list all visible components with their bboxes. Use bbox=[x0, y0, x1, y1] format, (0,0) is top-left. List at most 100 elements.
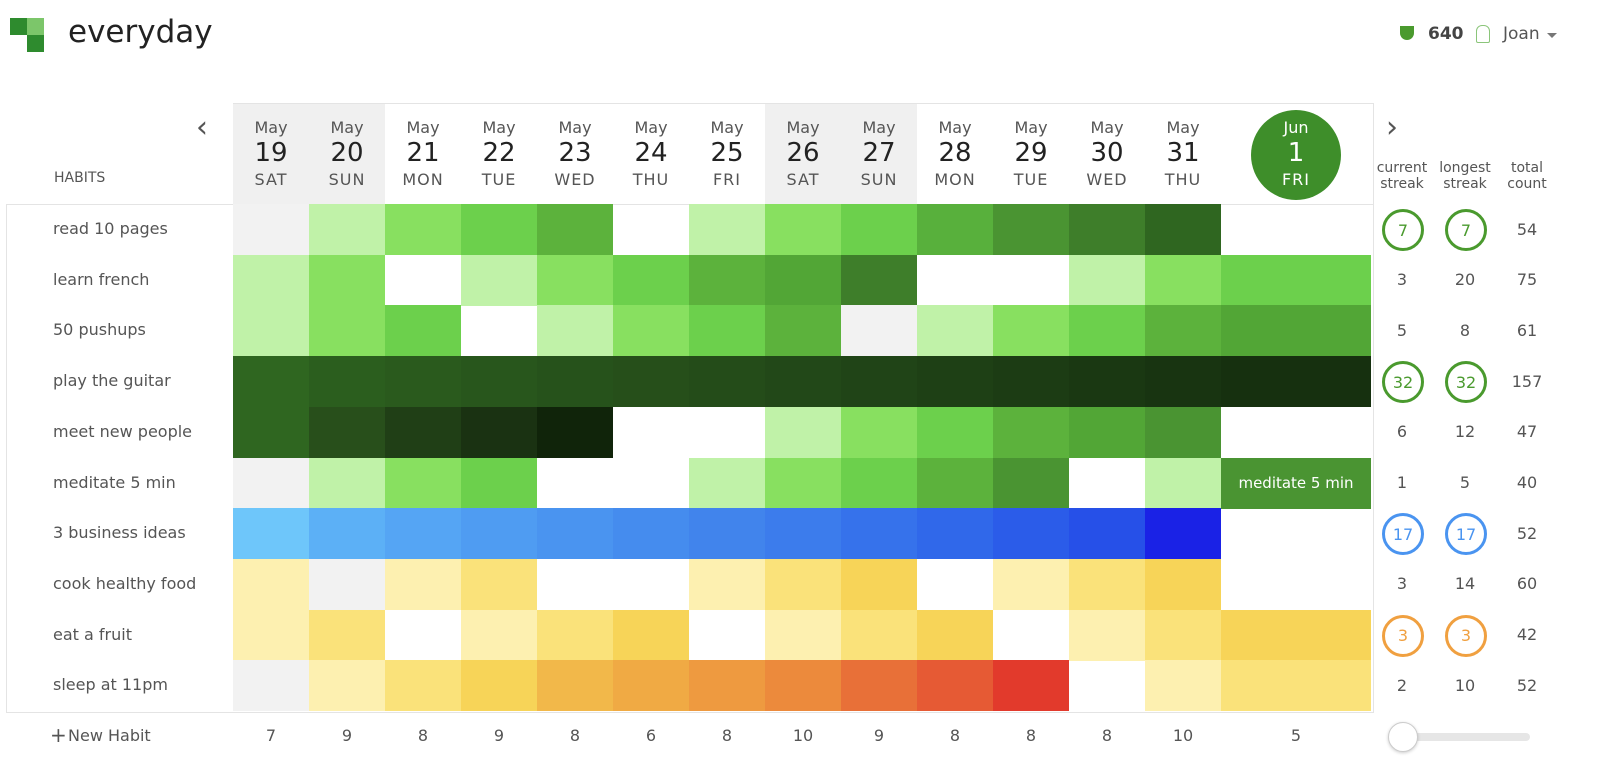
heat-cell[interactable] bbox=[765, 457, 841, 509]
heat-cell[interactable] bbox=[689, 660, 765, 712]
heat-cell[interactable] bbox=[765, 508, 841, 560]
heat-cell[interactable] bbox=[1145, 660, 1221, 712]
heat-cell[interactable] bbox=[765, 558, 841, 611]
habit-name[interactable]: cook healthy food bbox=[53, 573, 197, 593]
heat-cell[interactable] bbox=[537, 406, 613, 458]
heat-cell[interactable] bbox=[765, 609, 841, 661]
heat-cell[interactable] bbox=[841, 305, 917, 357]
heat-cell[interactable] bbox=[309, 406, 385, 458]
heat-cell[interactable] bbox=[233, 508, 309, 560]
habit-name[interactable]: learn french bbox=[53, 269, 150, 289]
heat-cell[interactable] bbox=[461, 204, 537, 256]
heat-cell[interactable] bbox=[765, 254, 841, 306]
heat-cell[interactable] bbox=[993, 558, 1069, 611]
heat-cell[interactable] bbox=[1069, 609, 1145, 661]
habit-name[interactable]: play the guitar bbox=[53, 371, 171, 391]
heat-cell[interactable] bbox=[1145, 558, 1221, 611]
heat-cell[interactable] bbox=[233, 406, 309, 458]
plus-icon[interactable]: + bbox=[50, 723, 67, 747]
heat-cell[interactable] bbox=[613, 508, 689, 560]
heat-cell[interactable] bbox=[613, 305, 689, 357]
heat-cell[interactable] bbox=[689, 305, 765, 357]
heat-cell[interactable] bbox=[461, 457, 537, 509]
new-habit[interactable]: New Habit bbox=[68, 726, 151, 745]
next-arrow[interactable]: › bbox=[1386, 110, 1398, 145]
heat-cell[interactable] bbox=[1145, 508, 1221, 560]
heat-cell[interactable] bbox=[689, 558, 765, 611]
heat-cell[interactable] bbox=[613, 660, 689, 712]
heat-cell[interactable] bbox=[1221, 660, 1371, 712]
heat-cell[interactable] bbox=[309, 254, 385, 306]
heat-cell[interactable] bbox=[385, 660, 461, 712]
heat-cell[interactable] bbox=[613, 356, 689, 408]
heat-cell[interactable] bbox=[1221, 254, 1371, 306]
heat-cell[interactable] bbox=[841, 204, 917, 256]
habit-name[interactable]: eat a fruit bbox=[53, 624, 132, 644]
heat-cell[interactable] bbox=[461, 558, 537, 611]
heat-cell[interactable] bbox=[537, 609, 613, 661]
habit-name[interactable]: meet new people bbox=[53, 421, 193, 441]
habit-name[interactable]: meditate 5 min bbox=[53, 472, 176, 492]
heat-cell[interactable] bbox=[1145, 254, 1221, 306]
heat-cell[interactable] bbox=[309, 356, 385, 408]
heat-cell[interactable] bbox=[841, 254, 917, 306]
heat-cell[interactable] bbox=[917, 609, 993, 661]
heat-cell[interactable] bbox=[689, 508, 765, 560]
heat-cell[interactable] bbox=[537, 660, 613, 712]
heat-cell[interactable] bbox=[461, 609, 537, 661]
heat-cell[interactable] bbox=[537, 254, 613, 306]
heat-cell[interactable] bbox=[917, 305, 993, 357]
heat-cell[interactable] bbox=[385, 457, 461, 509]
dropdown-arrow[interactable] bbox=[1547, 33, 1557, 43]
heat-cell[interactable] bbox=[461, 254, 537, 306]
heat-cell[interactable] bbox=[765, 356, 841, 408]
heat-cell[interactable] bbox=[461, 660, 537, 712]
heat-cell[interactable] bbox=[1145, 457, 1221, 509]
heat-cell[interactable] bbox=[537, 204, 613, 256]
heat-cell[interactable] bbox=[233, 457, 309, 509]
heat-cell[interactable] bbox=[841, 660, 917, 712]
heat-cell[interactable] bbox=[537, 356, 613, 408]
heat-cell[interactable] bbox=[233, 356, 309, 408]
heat-cell[interactable] bbox=[765, 204, 841, 256]
heat-cell[interactable] bbox=[841, 508, 917, 560]
heat-cell[interactable] bbox=[1221, 609, 1371, 661]
heat-cell[interactable] bbox=[689, 254, 765, 306]
slider-track[interactable] bbox=[1400, 733, 1530, 741]
heat-cell[interactable] bbox=[1069, 558, 1145, 611]
brand[interactable]: everyday bbox=[68, 14, 213, 50]
heat-cell[interactable] bbox=[993, 508, 1069, 560]
heat-cell[interactable] bbox=[1069, 305, 1145, 357]
heat-cell[interactable] bbox=[689, 204, 765, 256]
heat-cell[interactable] bbox=[385, 305, 461, 357]
heat-cell[interactable] bbox=[1221, 457, 1371, 509]
heat-cell[interactable] bbox=[917, 356, 993, 408]
heat-cell[interactable] bbox=[385, 508, 461, 560]
heat-cell[interactable] bbox=[233, 660, 309, 712]
slider-knob[interactable] bbox=[1388, 722, 1418, 752]
heat-cell[interactable] bbox=[309, 558, 385, 611]
heat-cell[interactable] bbox=[233, 558, 309, 611]
heat-cell[interactable] bbox=[309, 457, 385, 509]
heat-cell[interactable] bbox=[233, 204, 309, 256]
heat-cell[interactable] bbox=[537, 508, 613, 560]
heat-cell[interactable] bbox=[993, 204, 1069, 256]
heat-cell[interactable] bbox=[917, 660, 993, 712]
heat-cell[interactable] bbox=[1145, 204, 1221, 256]
heat-cell[interactable] bbox=[841, 558, 917, 611]
heat-cell[interactable] bbox=[613, 609, 689, 661]
habit-name[interactable]: sleep at 11pm bbox=[53, 675, 168, 695]
heat-cell[interactable] bbox=[993, 660, 1069, 712]
heat-cell[interactable] bbox=[841, 406, 917, 458]
heat-cell[interactable] bbox=[993, 356, 1069, 408]
heat-cell[interactable] bbox=[1145, 356, 1221, 408]
habit-name[interactable]: 50 pushups bbox=[53, 320, 146, 340]
heat-cell[interactable] bbox=[1069, 356, 1145, 408]
heat-cell[interactable] bbox=[309, 508, 385, 560]
heat-cell[interactable] bbox=[1145, 609, 1221, 661]
heat-cell[interactable] bbox=[461, 406, 537, 458]
heat-cell[interactable] bbox=[1069, 204, 1145, 256]
heat-cell[interactable] bbox=[613, 254, 689, 306]
heat-cell[interactable] bbox=[309, 660, 385, 712]
heat-cell[interactable] bbox=[917, 406, 993, 458]
